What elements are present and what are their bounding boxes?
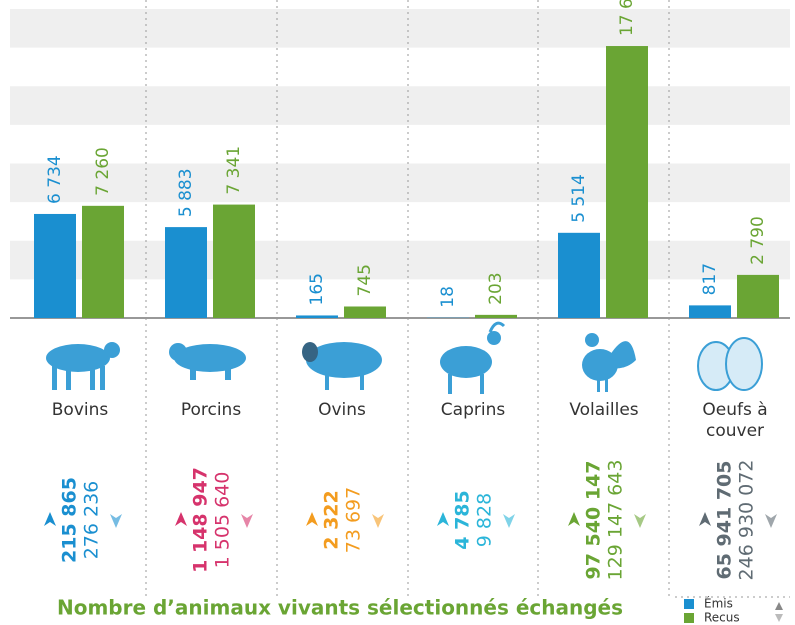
down-arrow [765,514,777,528]
up-arrow [437,512,449,526]
emis-count: 65 941 705 [714,461,736,580]
down-arrow [634,514,646,528]
grid-band [10,86,790,125]
up-arrow [44,512,56,526]
value-label: 18 [438,286,458,308]
pig-icon [169,343,246,380]
background [10,9,790,318]
bar [344,306,386,318]
value-label: 5 514 [569,174,589,223]
bar [296,315,338,318]
recus-count: 246 930 072 [736,460,758,581]
up-arrow [175,512,187,526]
down-arrow [503,514,515,528]
grid-band [10,241,790,280]
page: Nombre d’animaux vivants sélectionnés éc… [0,0,795,625]
value-label: 7 341 [224,146,244,195]
bar [689,305,731,318]
goat-icon [440,323,504,394]
emis-count: 1 148 947 [190,467,212,573]
recus-count: 129 147 643 [605,460,627,581]
value-label: 2 790 [748,216,768,265]
grid-band [10,164,790,203]
emis-count: 2 322 [321,490,343,550]
value-label: 817 [700,263,720,295]
cow-icon [46,342,120,390]
up-arrow [699,512,711,526]
animal-icons [46,323,762,394]
egg-icon [698,338,762,390]
bar [475,315,517,318]
value-label: 5 883 [176,168,196,217]
down-arrow [110,514,122,528]
bar [82,206,124,318]
bar [213,205,255,318]
legend-swatch [684,613,694,623]
value-label: 6 734 [45,155,65,204]
bar [737,275,779,318]
category-label: Caprins [418,400,528,421]
sheep-icon [302,342,382,390]
category-label: Ovins [287,400,397,421]
up-arrow [306,512,318,526]
bar [34,214,76,318]
rooster-icon [582,333,636,392]
recus-count: 73 697 [343,487,365,553]
emis-count: 4 785 [452,490,474,550]
category-label: Porcins [156,400,266,421]
recus-count: 276 236 [81,481,103,560]
emis-count: 97 540 147 [583,461,605,580]
recus-count: 9 828 [474,493,496,547]
emis-count: 215 865 [59,477,81,563]
recus-count: 1 505 640 [212,472,234,569]
legend-label: Recus [704,611,740,625]
legend-arrow [775,602,783,610]
down-arrow [241,514,253,528]
legend-arrow [775,614,783,622]
value-label: 165 [307,273,327,305]
grid-band [10,9,790,48]
bar [558,233,600,318]
chart-title: Nombre d’animaux vivants sélectionnés éc… [57,596,623,620]
down-arrow [372,514,384,528]
value-label: 17 603 [617,0,637,36]
value-label: 7 260 [93,147,113,196]
bar [606,46,648,318]
bar [165,227,207,318]
value-label: 745 [355,264,375,296]
value-label: 203 [486,272,506,304]
chart: Nombre d’animaux vivants sélectionnés éc… [0,0,795,625]
category-label: Volailles [549,400,659,421]
category-label: Oeufs à couver [680,400,790,442]
up-arrow [568,512,580,526]
legend-label: Émis [704,596,733,611]
category-label: Bovins [25,400,135,421]
legend-swatch [684,599,694,609]
